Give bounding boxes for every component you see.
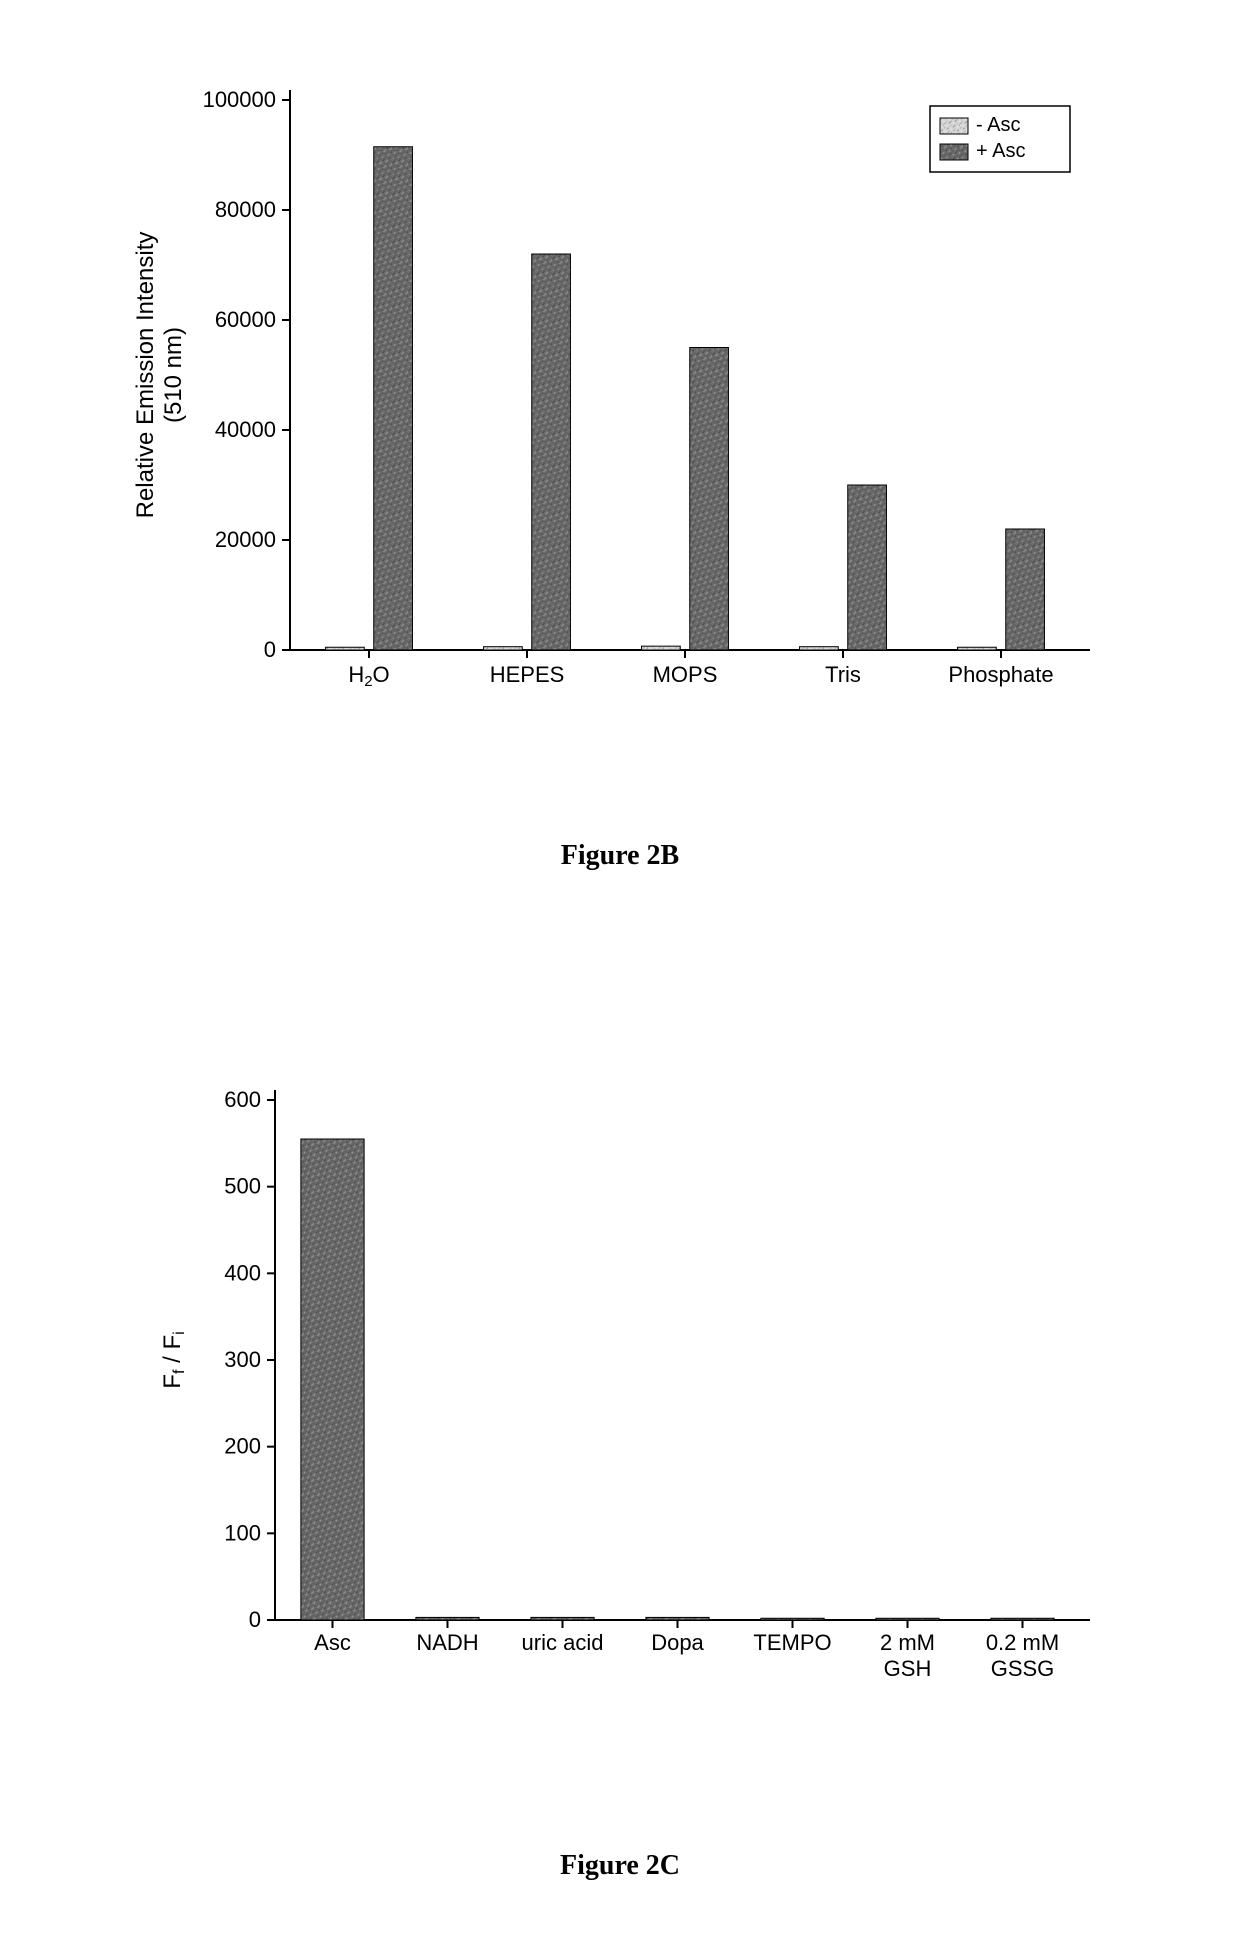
svg-text:NADH: NADH xyxy=(416,1630,478,1655)
svg-text:Dopa: Dopa xyxy=(651,1630,704,1655)
svg-text:200: 200 xyxy=(224,1434,261,1459)
svg-text:HEPES: HEPES xyxy=(490,662,565,687)
svg-text:80000: 80000 xyxy=(215,197,276,222)
svg-text:Tris: Tris xyxy=(825,662,861,687)
svg-text:600: 600 xyxy=(224,1087,261,1112)
svg-text:Asc: Asc xyxy=(314,1630,351,1655)
figure-2b-chart: 020000400006000080000100000Relative Emis… xyxy=(120,60,1120,760)
svg-text:400: 400 xyxy=(224,1260,261,1285)
svg-text:Ff / Fi: Ff / Fi xyxy=(159,1331,188,1388)
figure-2c-caption: Figure 2C xyxy=(0,1850,1240,1882)
svg-text:0.2 mM: 0.2 mM xyxy=(986,1630,1059,1655)
svg-text:+ Asc: + Asc xyxy=(976,140,1025,162)
svg-text:0: 0 xyxy=(264,637,276,662)
figure-2b-caption: Figure 2B xyxy=(0,840,1240,872)
svg-text:100: 100 xyxy=(224,1520,261,1545)
svg-text:60000: 60000 xyxy=(215,307,276,332)
svg-text:MOPS: MOPS xyxy=(653,662,718,687)
svg-text:GSSG: GSSG xyxy=(991,1656,1055,1681)
svg-text:GSH: GSH xyxy=(884,1656,932,1681)
svg-text:40000: 40000 xyxy=(215,417,276,442)
svg-text:100000: 100000 xyxy=(203,87,276,112)
svg-text:20000: 20000 xyxy=(215,527,276,552)
svg-text:uric acid: uric acid xyxy=(522,1630,604,1655)
svg-text:TEMPO: TEMPO xyxy=(753,1630,831,1655)
page-container: 020000400006000080000100000Relative Emis… xyxy=(0,0,1240,1953)
svg-text:- Asc: - Asc xyxy=(976,114,1020,136)
svg-text:300: 300 xyxy=(224,1347,261,1372)
svg-text:500: 500 xyxy=(224,1174,261,1199)
svg-text:Phosphate: Phosphate xyxy=(948,662,1053,687)
svg-text:2 mM: 2 mM xyxy=(880,1630,935,1655)
svg-text:0: 0 xyxy=(249,1607,261,1632)
figure-2c-chart: 0 100 200 300 400 500 600 Ff / Fi Asc NADH uric ac… xyxy=(120,1060,1120,1760)
